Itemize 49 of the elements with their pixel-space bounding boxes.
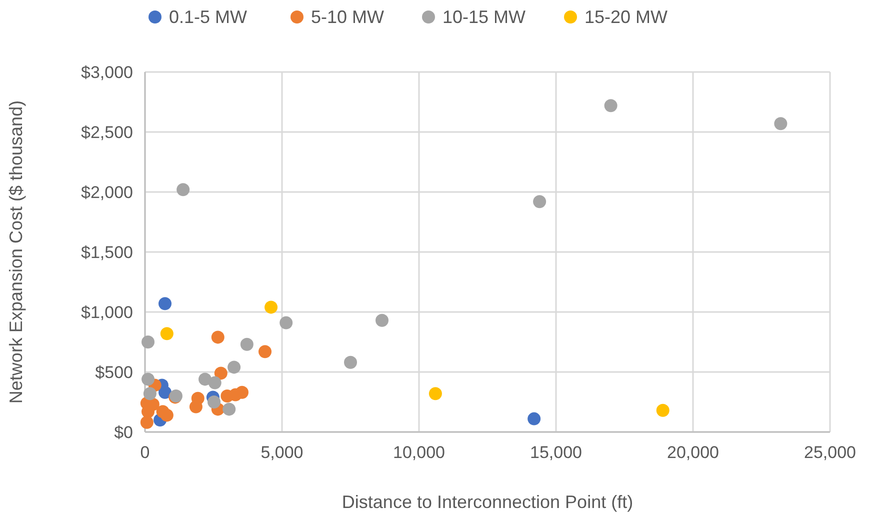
point	[428, 387, 442, 400]
point	[176, 183, 190, 196]
point	[656, 404, 670, 417]
point	[208, 376, 222, 390]
point	[528, 412, 541, 426]
point	[211, 330, 224, 344]
x-tick-label: 25,000	[804, 443, 856, 462]
x-tick-label: 10,000	[393, 443, 445, 462]
legend-label: 0.1-5 MW	[169, 7, 248, 27]
point	[158, 297, 172, 310]
x-axis-title: Distance to Interconnection Point (ft)	[342, 492, 634, 512]
point	[142, 372, 155, 386]
point	[258, 345, 272, 358]
legend-label: 15-20 MW	[584, 7, 668, 27]
y-tick-label: $1,000	[81, 303, 133, 322]
point	[533, 195, 546, 208]
x-tick-label: 20,000	[667, 443, 719, 462]
point	[376, 314, 389, 327]
y-axis-title: Network Expansion Cost ($ thousand)	[6, 100, 26, 404]
point	[189, 400, 202, 414]
y-tick-label: $500	[95, 363, 133, 382]
point	[143, 387, 156, 400]
point	[280, 316, 293, 330]
x-tick-label: 0	[140, 443, 150, 462]
y-tick-label: $1,500	[81, 243, 133, 262]
point	[240, 338, 254, 351]
x-tick-label: 15,000	[530, 443, 582, 462]
point	[160, 408, 174, 422]
point	[198, 372, 212, 386]
point	[142, 336, 155, 348]
point	[160, 327, 174, 340]
point	[158, 386, 172, 399]
point	[344, 356, 357, 369]
point	[208, 396, 221, 408]
y-tick-label: $3,000	[81, 63, 133, 82]
point	[604, 99, 618, 112]
point	[228, 360, 241, 374]
y-tick-label: $2,000	[81, 183, 133, 202]
point	[140, 416, 154, 429]
point	[222, 402, 236, 416]
point	[264, 300, 278, 314]
x-tick-label: 5,000	[260, 443, 304, 462]
point	[774, 117, 788, 130]
y-tick-label: $0	[114, 423, 133, 442]
legend-label: 5-10 MW	[311, 7, 384, 27]
legend-label: 10-15 MW	[442, 7, 526, 27]
point	[214, 366, 228, 380]
point	[235, 386, 248, 399]
y-tick-label: $2,500	[81, 123, 133, 142]
